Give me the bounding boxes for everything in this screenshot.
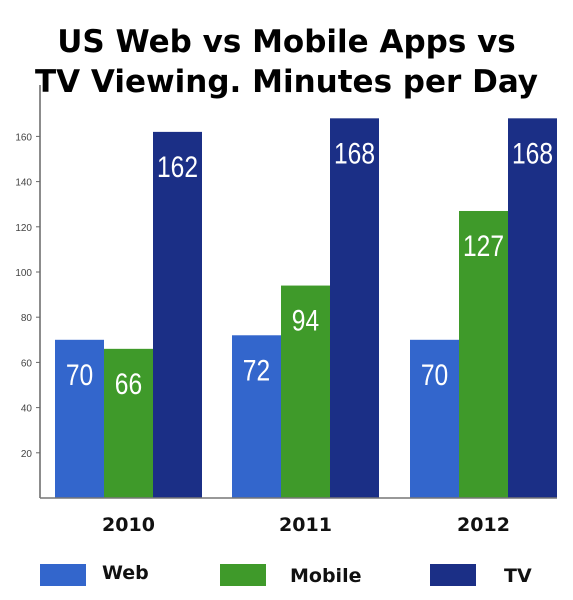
bar-web-2012 (410, 339, 459, 498)
legend-swatch-tv (430, 564, 476, 586)
bar-value-label: 127 (463, 229, 504, 263)
x-category-label: 2010 (102, 514, 155, 536)
y-tick-label: 80 (21, 313, 33, 324)
x-category-label: 2011 (279, 514, 332, 536)
y-axis: 20 40 60 80 100 120 140 160 (15, 85, 41, 498)
bar-mobile-2012 (459, 210, 508, 499)
bar-value-label: 72 (243, 353, 270, 387)
legend-swatch-mobile (220, 564, 266, 586)
legend-label-tv: TV (504, 565, 532, 587)
legend-swatch-web (40, 564, 86, 586)
chart-title-line-1: US Web vs Mobile Apps vs (57, 24, 516, 60)
x-category-label: 2012 (457, 514, 510, 536)
bar-group: 70 66 162 72 94 168 70 127 168 (55, 118, 557, 499)
legend-label-web: Web (102, 562, 149, 584)
y-tick-label: 160 (15, 132, 32, 143)
bar-tv-2011 (330, 118, 379, 498)
x-axis: 2010 2011 2012 (40, 497, 557, 536)
chart-title-line-2: TV Viewing. Minutes per Day (34, 64, 539, 100)
bar-value-label: 70 (421, 357, 448, 391)
bar-value-label: 168 (334, 136, 375, 170)
bar-value-label: 70 (66, 357, 93, 391)
bar-value-label: 162 (157, 150, 198, 184)
bar-mobile-2011 (281, 285, 330, 498)
legend-label-mobile: Mobile (290, 565, 362, 587)
bar-value-label: 168 (512, 136, 553, 170)
bar-tv-2010 (153, 131, 202, 498)
y-tick-label: 60 (21, 358, 33, 369)
bar-value-label: 94 (292, 303, 319, 337)
y-tick-label: 100 (15, 268, 32, 279)
y-tick-label: 40 (21, 404, 33, 415)
legend: Web Mobile TV (0, 560, 573, 592)
y-tick-label: 120 (15, 223, 32, 234)
bar-web-2010 (55, 339, 104, 498)
bar-mobile-2010 (104, 348, 153, 498)
bar-value-label: 66 (115, 367, 142, 401)
chart-title: US Web vs Mobile Apps vs TV Viewing. Min… (0, 22, 573, 102)
bar-chart: 20 40 60 80 100 120 140 160 70 66 162 72 94 168 70 127… (15, 85, 557, 536)
y-tick-label: 20 (21, 449, 33, 460)
bar-web-2011 (232, 335, 281, 498)
y-tick-label: 140 (15, 178, 32, 189)
bar-tv-2012 (508, 118, 557, 498)
